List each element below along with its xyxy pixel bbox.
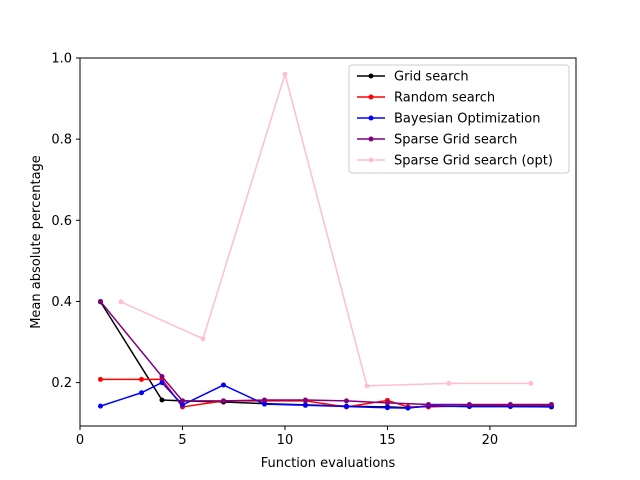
series-layer: [98, 71, 554, 411]
legend-box: [348, 64, 570, 174]
legend-marker-sparse-grid-search-opt: [368, 157, 374, 163]
legend-label-grid-search: Grid search: [394, 70, 469, 85]
y-tick-label: 1.0: [51, 52, 72, 67]
series-line-bayesian-optimization: [100, 381, 552, 409]
legend-marker-bayesian-optimization: [368, 115, 374, 121]
y-tick-label: 0.4: [51, 295, 72, 310]
data-point-sparse-grid-search-opt: [200, 336, 206, 342]
data-point-sparse-grid-search: [548, 402, 554, 407]
x-tick-label: 10: [277, 433, 294, 448]
x-tick-label: 15: [379, 433, 396, 448]
data-point-sparse-grid-search: [261, 397, 267, 403]
legend-entries: Grid search Random search Bayesian Optimiz…: [357, 70, 553, 169]
legend-marker-random-search: [368, 94, 374, 100]
data-point-sparse-grid-search: [466, 402, 472, 407]
data-point-sparse-grid-search: [159, 374, 165, 379]
x-tick-label: 5: [178, 433, 186, 448]
data-point-sparse-grid-search-opt: [282, 71, 288, 77]
y-tick-label: 0.8: [51, 133, 72, 148]
data-point-bayesian-optimization: [138, 390, 144, 396]
data-point-grid-search: [159, 397, 165, 403]
data-point-sparse-grid-search-opt: [118, 299, 124, 305]
y-axis-ticks: 0.2 0.4 0.6 0.8 1.0: [51, 52, 80, 391]
x-tick-label: 0: [76, 433, 84, 448]
data-point-sparse-grid-search: [220, 398, 226, 404]
data-point-bayesian-optimization: [261, 401, 267, 407]
y-tick-label: 0.6: [51, 214, 72, 229]
series-line-sparse-grid-search-opt: [120, 73, 531, 387]
data-point-bayesian-optimization: [384, 405, 390, 411]
data-point-sparse-grid-search: [98, 298, 103, 304]
data-point-bayesian-optimization: [343, 404, 349, 410]
legend-label-random-search: Random search: [394, 91, 495, 106]
data-point-bayesian-optimization: [179, 402, 185, 408]
legend-label-bayesian-optimization: Bayesian Optimization: [394, 112, 540, 127]
data-point-sparse-grid-search: [302, 397, 308, 403]
legend-marker-grid-search: [368, 73, 374, 79]
data-point-sparse-grid-search: [425, 402, 431, 407]
x-axis-ticks: 0 5 10 15 20: [76, 426, 498, 448]
data-point-bayesian-optimization: [220, 382, 226, 388]
data-point-sparse-grid-search-opt: [364, 383, 370, 389]
legend-label-sparse-grid-search-opt: Sparse Grid search (opt): [394, 154, 553, 169]
data-point-sparse-grid-search: [343, 398, 349, 404]
legend: Grid search Random search Bayesian Optimiz…: [348, 64, 570, 174]
data-point-sparse-grid-search: [507, 402, 513, 407]
data-point-bayesian-optimization: [98, 403, 103, 409]
data-point-bayesian-optimization: [405, 405, 411, 411]
data-point-sparse-grid-search-opt: [446, 380, 452, 386]
y-tick-label: 0.2: [51, 376, 72, 391]
x-tick-label: 20: [482, 433, 499, 448]
data-point-bayesian-optimization: [159, 380, 165, 386]
legend-marker-sparse-grid-search: [368, 136, 374, 142]
plot-frame: [79, 57, 577, 427]
data-point-random-search: [98, 376, 103, 382]
data-point-random-search: [138, 376, 144, 382]
legend-label-sparse-grid-search: Sparse Grid search: [394, 133, 517, 148]
x-axis-label: Function evaluations: [261, 456, 396, 471]
data-point-bayesian-optimization: [302, 402, 308, 408]
y-axis-label: Mean absolute percentage: [29, 155, 44, 329]
data-point-sparse-grid-search-opt: [528, 380, 534, 386]
series-line-grid-search: [99, 301, 552, 409]
data-point-sparse-grid-search: [179, 398, 185, 404]
data-point-sparse-grid-search: [384, 400, 390, 406]
series-line-sparse-grid-search: [99, 300, 552, 406]
